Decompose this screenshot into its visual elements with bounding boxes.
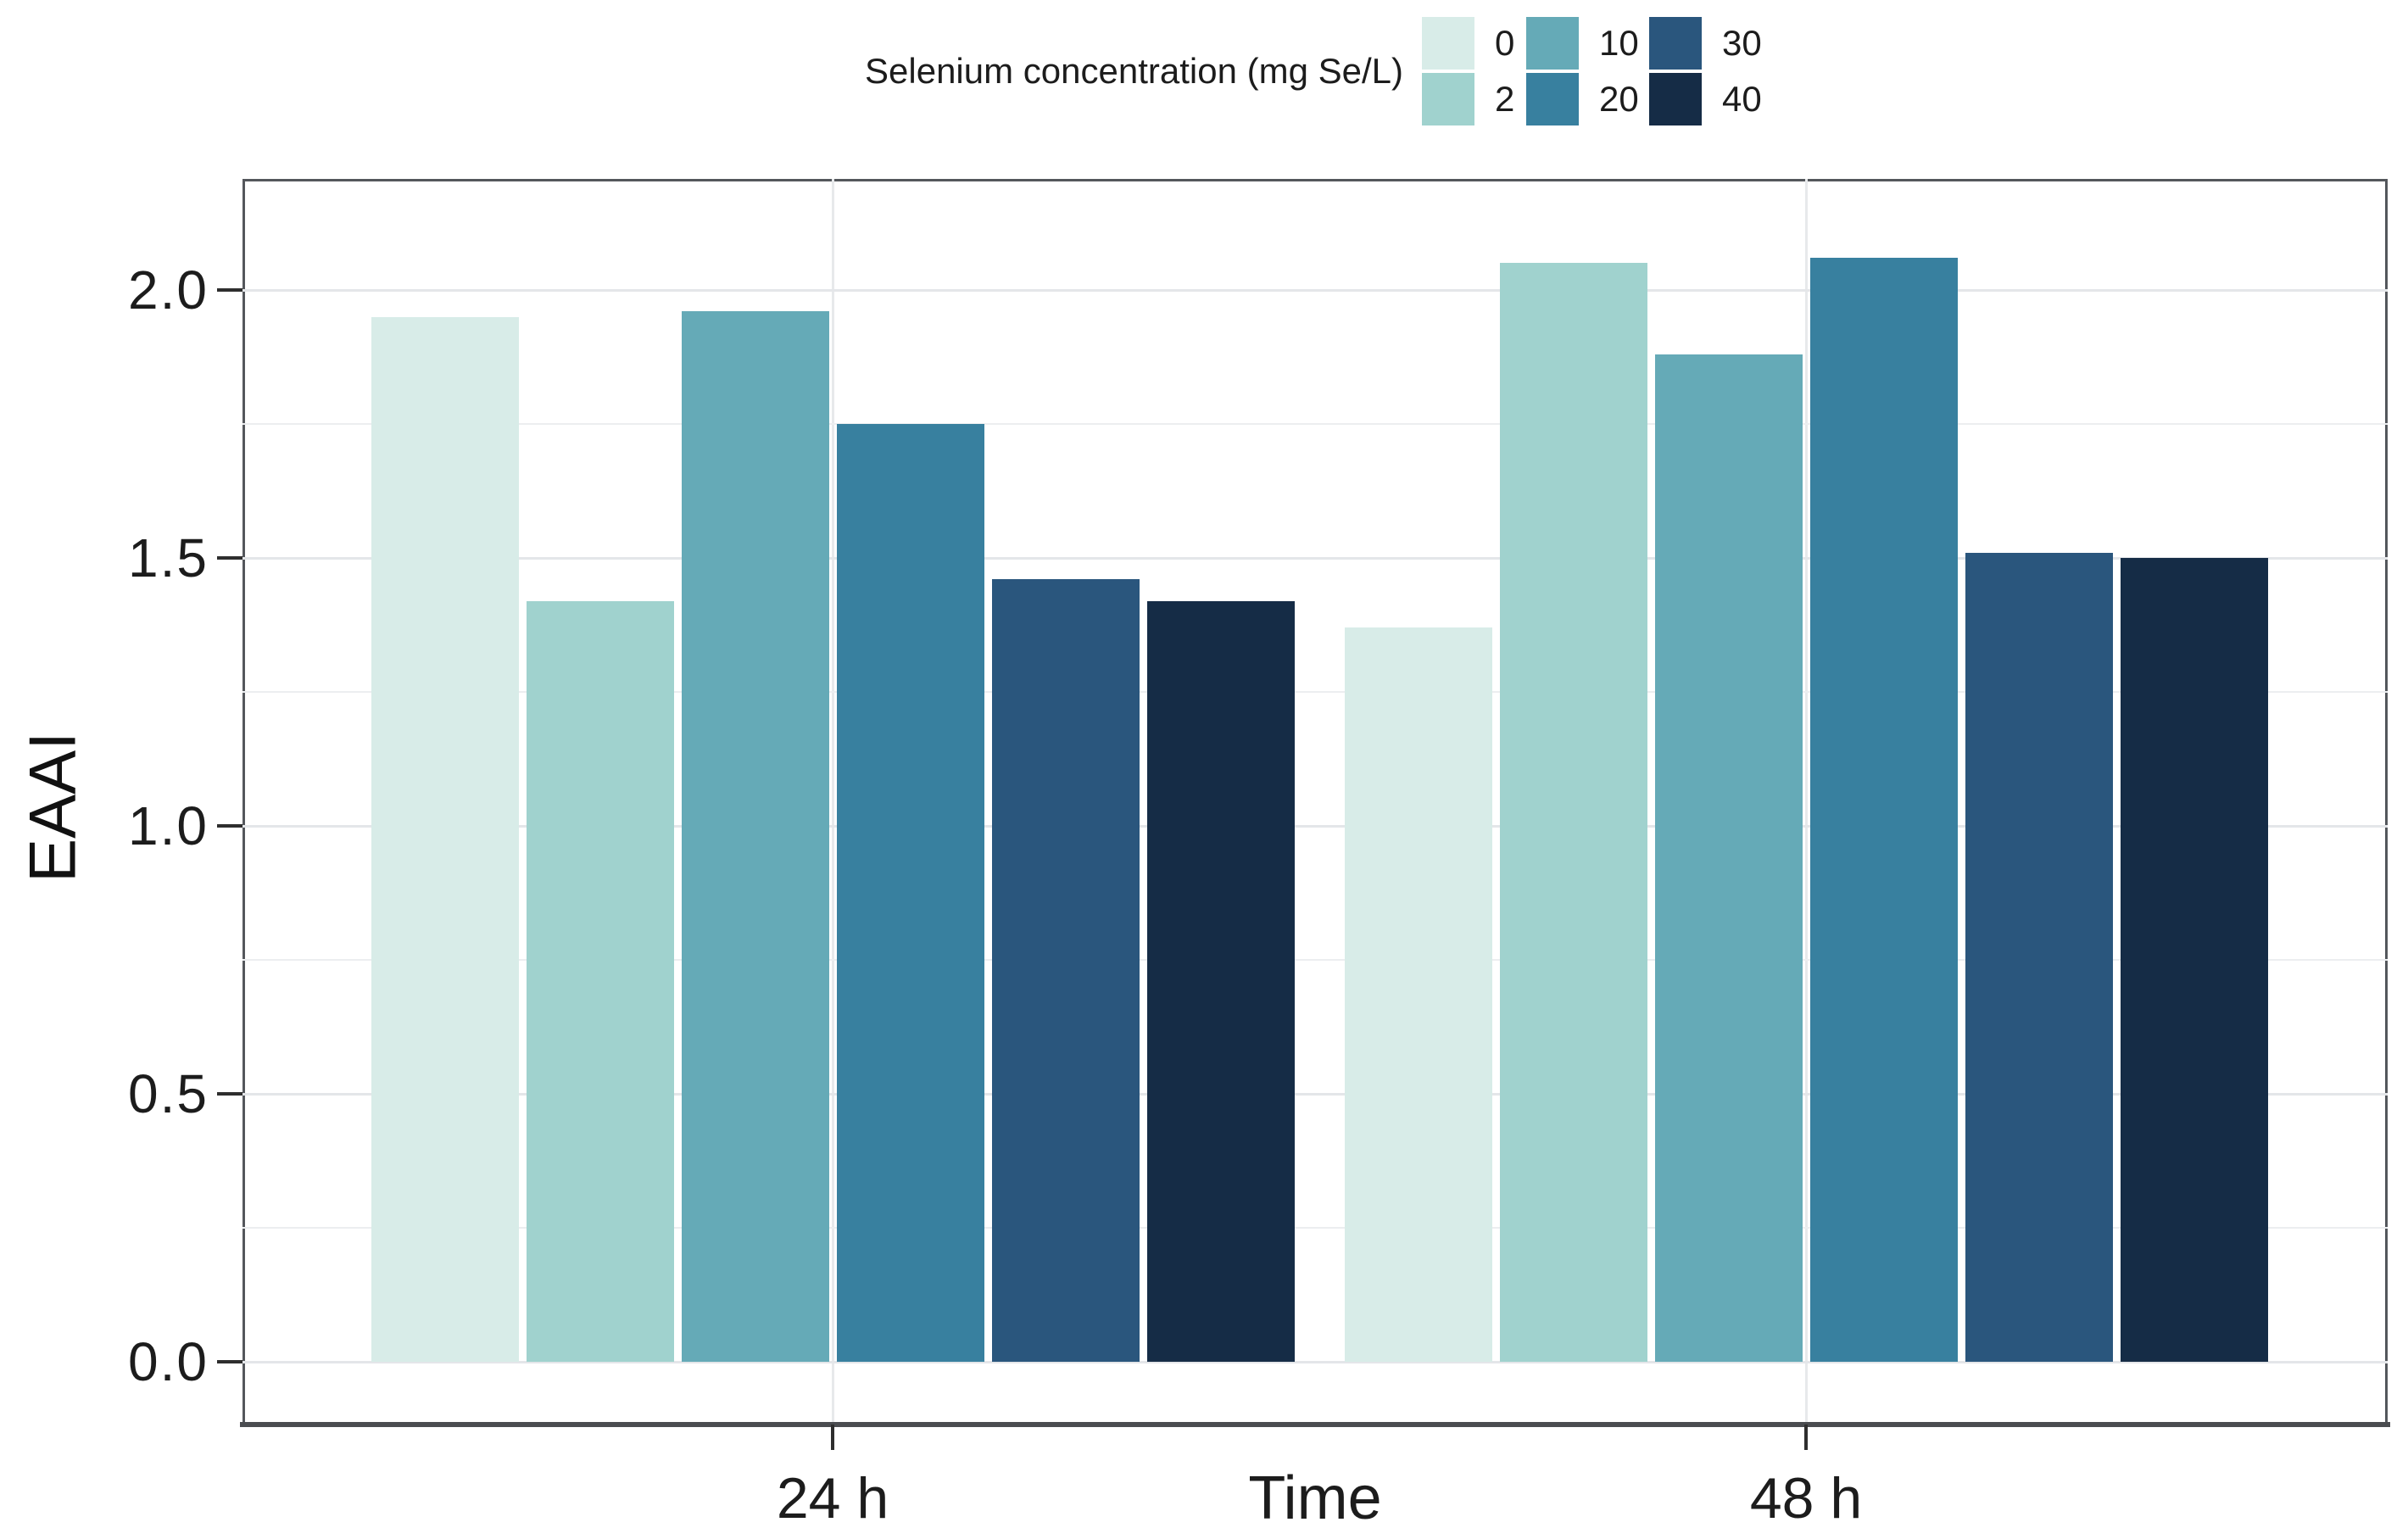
y-tick [217, 1360, 242, 1363]
bar-48h-se20 [1809, 258, 1958, 1362]
minor-gridline [242, 959, 2388, 961]
bar-48h-se0 [1344, 627, 1492, 1362]
y-tick-label: 1.0 [128, 795, 209, 856]
category-gridline [1805, 179, 1808, 1425]
x-axis-title: Time [1248, 1464, 1382, 1532]
x-tick [831, 1425, 834, 1450]
major-gridline [242, 289, 2388, 292]
legend-label-se20: 20 [1599, 79, 1639, 119]
legend-label-se10: 10 [1599, 23, 1639, 63]
y-tick-label: 0.5 [128, 1063, 209, 1124]
y-tick-label: 0.0 [128, 1331, 209, 1392]
y-tick [217, 824, 242, 828]
legend-title: Selenium concentration (mg Se/L) [865, 51, 1403, 91]
major-gridline [242, 1093, 2388, 1096]
x-tick-label: 24 h [776, 1466, 889, 1531]
x-tick [1804, 1425, 1808, 1450]
minor-gridline [242, 1227, 2388, 1229]
major-gridline [242, 825, 2388, 828]
legend-swatch-se0 [1422, 17, 1474, 70]
bar-48h-se10 [1654, 354, 1803, 1362]
category-gridline [832, 179, 834, 1425]
y-tick [217, 288, 242, 292]
legend-label-se0: 0 [1495, 23, 1515, 63]
major-gridline [242, 557, 2388, 560]
legend-swatch-se10 [1526, 17, 1579, 70]
x-axis-line [240, 1422, 2390, 1427]
y-tick-label: 2.0 [128, 259, 209, 321]
legend-swatch-se30 [1649, 17, 1702, 70]
bar-24h-se2 [526, 600, 674, 1362]
legend-swatch-se2 [1422, 73, 1474, 125]
bar-48h-se2 [1499, 263, 1647, 1362]
y-tick-label: 1.5 [128, 527, 209, 588]
legend-label-se30: 30 [1722, 23, 1762, 63]
bar-24h-se0 [371, 316, 519, 1362]
y-tick [217, 556, 242, 560]
bar-24h-se10 [681, 311, 829, 1362]
bar-48h-se30 [1965, 552, 2113, 1362]
x-tick-label: 48 h [1749, 1466, 1863, 1531]
legend-swatch-se20 [1526, 73, 1579, 125]
legend-label-se2: 2 [1495, 79, 1515, 119]
y-tick [217, 1092, 242, 1096]
bar-24h-se40 [1146, 600, 1295, 1362]
legend-label-se40: 40 [1722, 79, 1762, 119]
minor-gridline [242, 423, 2388, 425]
bar-48h-se40 [2120, 558, 2268, 1362]
major-gridline [242, 1361, 2388, 1363]
bar-24h-se30 [991, 579, 1140, 1362]
legend-swatch-se40 [1649, 73, 1702, 125]
minor-gridline [242, 691, 2388, 693]
bar-24h-se20 [836, 424, 984, 1362]
